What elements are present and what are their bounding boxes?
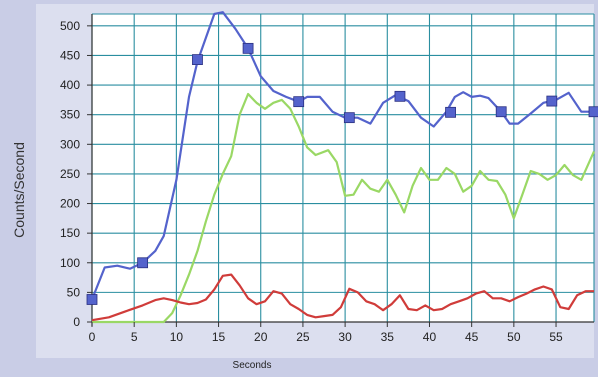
series-line: [92, 92, 596, 324]
y-tick-labels: 0 50 100 150 200 250 300 350 400 450 500: [60, 19, 92, 329]
series-group: [92, 92, 596, 324]
x-tick-label: 25: [296, 330, 310, 344]
series-marker: [445, 106, 456, 118]
y-tick-label: 200: [60, 197, 80, 211]
y-axis-label: Counts/Second: [11, 142, 27, 238]
series-marker: [495, 106, 507, 118]
x-tick-label: 5: [131, 330, 138, 344]
y-tick-label: 250: [60, 167, 80, 181]
series-marker: [588, 106, 598, 118]
x-tick-label: 30: [338, 330, 352, 344]
y-tick-label: 500: [60, 19, 80, 33]
grid: [91, 13, 595, 326]
series-line: [91, 273, 594, 322]
series-marker: [137, 257, 149, 269]
series-marker: [546, 95, 558, 107]
series-marker: [293, 96, 305, 108]
series-marker: [242, 42, 254, 54]
series-marker: [394, 90, 406, 102]
series-layer: [86, 11, 598, 324]
x-tick-label: 0: [89, 330, 96, 344]
y-tick-label: 0: [73, 315, 80, 329]
y-tick-label: 100: [60, 256, 80, 270]
x-tick-labels: 0 5 10 15 20 25 30 35 40 45 50 55: [89, 322, 563, 344]
x-tick-label: 50: [507, 330, 521, 344]
y-tick-label: 300: [60, 137, 80, 151]
x-tick-label: 55: [549, 330, 563, 344]
x-tick-label: 40: [423, 330, 437, 344]
y-tick-label: 150: [60, 226, 80, 240]
series-marker: [86, 294, 98, 305]
plot-background: [92, 14, 594, 322]
series-group: [91, 273, 594, 322]
series-group: [86, 11, 598, 305]
x-tick-label: 20: [254, 330, 268, 344]
x-tick-label: 10: [170, 330, 184, 344]
x-tick-label: 35: [381, 330, 395, 344]
x-tick-label: 45: [465, 330, 479, 344]
y-tick-label: 400: [60, 78, 80, 92]
x-axis-label: Seconds: [233, 360, 272, 371]
y-tick-label: 350: [60, 108, 80, 122]
series-marker: [192, 54, 203, 66]
y-tick-label: 50: [67, 285, 81, 299]
series-marker: [343, 112, 355, 124]
x-tick-label: 15: [212, 330, 226, 344]
y-tick-label: 450: [60, 48, 80, 62]
